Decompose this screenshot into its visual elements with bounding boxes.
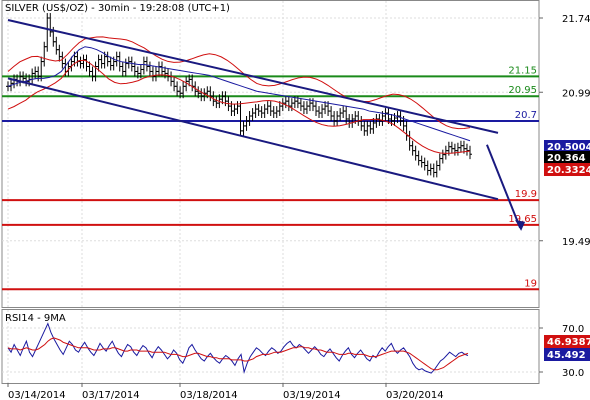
- y-tick-label: 21.74: [562, 14, 590, 25]
- rsi-box-ma-text: 46.9387: [547, 337, 590, 348]
- level-label: 19: [524, 278, 537, 289]
- level-label: 19.9: [515, 189, 537, 200]
- x-tick-label: 03/19/2014: [283, 390, 341, 400]
- rsi-panel-frame: [1, 309, 540, 384]
- price-box-lower-text: 20.3324: [547, 165, 590, 176]
- main-panel-frame: [1, 0, 540, 308]
- level-label: 20.7: [515, 110, 537, 121]
- channel-layer: [7, 19, 526, 231]
- rsi-box-value-text: 45.492: [547, 350, 586, 361]
- channel-lower-line: [7, 77, 499, 201]
- upper-band-line: [7, 36, 471, 130]
- x-tick-label: 03/18/2014: [180, 390, 238, 400]
- rsi-y-tick-label: 30.0: [562, 368, 584, 379]
- forecast-arrow-head: [515, 219, 526, 231]
- grid: [2, 1, 543, 387]
- level-label: 21.15: [508, 65, 537, 76]
- rsi-line: [7, 322, 469, 374]
- rsi-box-value-bg: [544, 348, 590, 361]
- levels: 21.15 20.95 20.7 19.9 19.65 19: [2, 65, 539, 291]
- x-tick-label: 03/20/2014: [386, 390, 444, 400]
- y-tick-label: 20.99: [562, 88, 590, 99]
- rsi-box-ma-bg: [544, 335, 590, 348]
- x-tick-label: 03/17/2014: [82, 390, 140, 400]
- forecast-arrow-line: [486, 144, 522, 229]
- price-box-upper-bg: [544, 140, 590, 153]
- level-label: 20.95: [508, 85, 537, 96]
- rsi-title: RSI14 - 9MA: [5, 313, 66, 324]
- price-box-upper-text: 20.5004: [547, 142, 590, 153]
- price-box-last-bg: [544, 151, 590, 164]
- chart-title: SILVER (US$/OZ) - 30min - 19:28:08 (UTC+…: [5, 3, 230, 14]
- lower-band-line: [7, 59, 471, 154]
- price-box-last-text: 20.364: [547, 153, 586, 164]
- x-tick-label: 03/14/2014: [8, 390, 66, 400]
- channel-upper-line: [7, 19, 499, 134]
- price-box-lower-bg: [544, 163, 590, 176]
- axis-labels: 03/14/2014 03/17/2014 03/18/2014 03/19/2014…: [8, 14, 590, 400]
- rsi-layer: [7, 322, 469, 374]
- y-tick-label: 19.49: [562, 237, 590, 248]
- level-label: 19.65: [508, 214, 537, 225]
- rsi-ma-line: [7, 337, 469, 371]
- moving-average-line: [7, 46, 471, 142]
- rsi-y-tick-label: 70.0: [562, 324, 584, 335]
- price-layer: [6, 13, 472, 178]
